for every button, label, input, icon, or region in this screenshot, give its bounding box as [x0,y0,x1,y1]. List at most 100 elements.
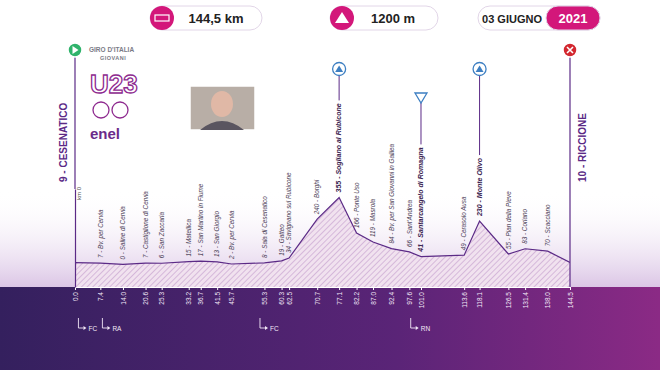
x-tick-label: 14.0 [120,292,127,305]
finish-pole [569,57,570,287]
photo-frame [190,86,255,130]
locality-label: 55 - Pian della Pieve [505,191,512,249]
locality-label: 7 - Bv. per Cervia [97,209,105,258]
locality-label: 84 - Bv. per San Giovanni in Galilea [388,143,396,243]
x-tick: 62.5 [286,287,293,305]
region-label: FC [270,325,279,332]
distance-icon [150,6,174,30]
stage-profile: 0.07.414.020.625.333.236.741.545.755.360… [0,0,660,370]
climb-icon-mountain [335,12,349,23]
x-tick-mark [282,287,283,290]
region-marker [411,318,416,328]
gpm-icon [333,63,346,76]
x-tick-label: 118.1 [476,292,483,308]
logo: GIRO D'ITALIAGIOVANIU23enel [89,46,138,142]
locality-label: 34 - Savignano sul Rubicone [285,172,293,253]
x-tick: 126.5 [505,287,512,308]
x-tick-mark [409,287,410,290]
x-tick: 144.5 [567,287,574,308]
date-badge [478,6,600,30]
photo-face [211,91,233,117]
locality-label: 2 - Bv. per Cervia [228,210,236,260]
x-tick-label: 36.7 [197,292,204,305]
region-arrow [265,326,268,330]
climb-icon [330,6,354,30]
photo-body [200,121,244,130]
x-tick-mark [189,287,190,290]
distance-text: 144,5 km [189,11,244,26]
x-tick-label: 97.6 [406,292,413,305]
x-tick-label: 25.3 [158,292,165,305]
x-tick: 36.7 [197,287,204,305]
y-axis [75,190,76,288]
locality-label: 8 - Sala di Cesenatico [261,196,268,258]
locality-label: 15 - Matellica [185,219,192,257]
x-tick: 14.0 [120,287,127,305]
locality-label: 7 - Castiglione di Cervia [142,191,150,258]
x-tick-mark [217,287,218,290]
x-tick-mark [525,287,526,290]
locality-label: 83 - Coriano [521,209,528,244]
locality-label: 166 - Ponte Uso [353,182,360,228]
x-tick: 97.6 [406,287,413,305]
x-tick-label: 101.0 [418,292,425,309]
finish-icon [563,43,577,57]
finish-label: 10 - RICCIONE [577,113,588,182]
x-tick-mark [232,287,233,290]
x-tick-label: 92.4 [388,292,395,305]
x-tick: 33.2 [185,287,192,305]
region-label: FC [88,325,97,332]
locality-label: 70 - Scacciano [544,204,551,246]
gpm-line [339,76,340,100]
region-marker [102,318,107,328]
x-tick-mark [373,287,374,290]
sprint-icon [415,93,427,103]
x-axis-line [76,287,571,288]
x-tick-mark [317,287,318,290]
locality-label: 240 - Borghi [313,179,321,215]
gpm-icon-mountain [335,66,343,73]
x-tick-label: 62.5 [286,292,293,305]
region-arrow [416,326,419,330]
climb-text: 1200 m [371,11,415,26]
start-label: 9 - CESENATICO [58,103,69,182]
photo [190,86,255,130]
x-tick: 25.3 [158,287,165,305]
locality-label: 66 - Sant'Andrea [406,199,413,247]
x-tick: 41.5 [214,287,221,305]
gpm-icon-mountain [476,66,484,73]
finish-icon-cross [567,47,573,53]
region-marker [260,318,265,328]
x-tick-label: 126.5 [505,292,512,309]
plot-area [75,197,570,287]
x-tick-mark [100,287,101,290]
distance-icon-ruler [155,15,169,21]
year-badge [546,6,600,30]
x-tick: 0.0 [72,287,79,301]
gpm-line [479,76,480,155]
x-tick-label: 131.4 [522,292,529,309]
x-tick-label: 87.0 [370,292,377,305]
x-tick-label: 113.6 [461,292,468,308]
sprint-line [420,103,421,144]
x-tick-mark [480,287,481,290]
profile-area [75,197,570,287]
date-text: 03 GIUGNO [482,13,542,25]
region-arrow [107,326,110,330]
x-tick-mark [146,287,147,290]
x-tick: 60.3 [278,287,285,305]
x-tick: 87.0 [370,287,377,305]
logo-line: GIOVANI [100,55,126,61]
x-tick: 20.6 [142,287,149,305]
x-tick: 131.4 [522,287,529,308]
x-tick-label: 70.7 [314,292,321,305]
region-marker [78,318,83,328]
climb-badge [330,6,438,30]
x-tick: 138.0 [544,287,551,308]
profile-line [75,197,570,264]
x-tick-mark [548,287,549,290]
locality-label: 119 - Masrola [369,198,376,237]
x-tick-label: 144.5 [567,292,574,309]
x-tick-mark [570,287,571,290]
logo-wheel [93,102,109,118]
